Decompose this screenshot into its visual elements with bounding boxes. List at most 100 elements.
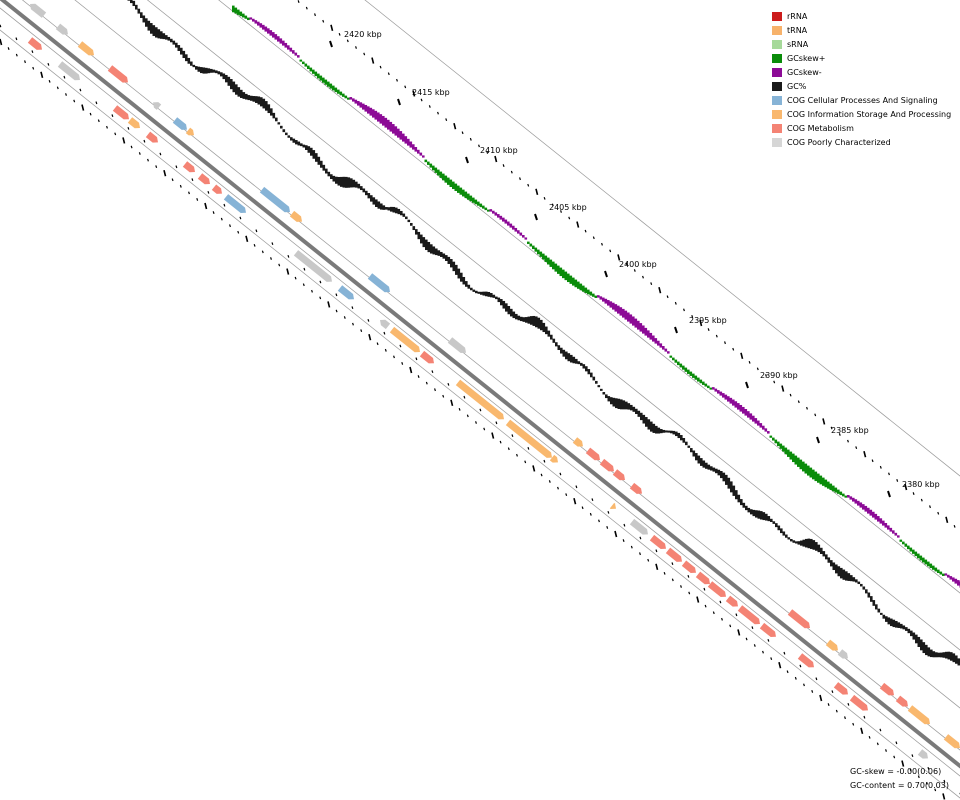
gc-skew-bar (329, 83, 333, 89)
gc-skew-bar (759, 423, 763, 428)
gc-skew-bar (819, 475, 823, 485)
backbone-line (0, 0, 960, 769)
gene-arrow (825, 639, 838, 651)
gc-bar (915, 634, 918, 644)
gc-bar (747, 507, 751, 513)
tick-mark (204, 202, 208, 210)
gc-bar (555, 342, 558, 347)
tick-mark (671, 562, 674, 565)
gc-skew-bar (614, 304, 618, 312)
gc-skew-bar (667, 351, 670, 354)
gc-skew-bar (757, 420, 760, 426)
gc-bar (850, 575, 853, 582)
gc-bar (820, 547, 823, 554)
gc-skew-bar (447, 177, 450, 185)
tick-mark (15, 37, 18, 41)
gc-skew-bar (837, 489, 840, 494)
gc-skew-bar (677, 361, 680, 366)
tick-mark (114, 132, 117, 136)
gc-skew-bar (777, 441, 780, 447)
gc-skew-bar (322, 77, 325, 83)
gc-skew-bar (707, 385, 710, 389)
gc-skew-bar (719, 391, 723, 396)
gc-bar (457, 268, 461, 279)
gc-bar (230, 79, 233, 90)
gene-arrow (737, 605, 760, 625)
gc-skew-bar (714, 388, 718, 392)
tick-mark (893, 755, 896, 759)
gc-bar (135, 4, 138, 10)
tick-mark (617, 254, 621, 261)
gene-arrow (943, 734, 960, 749)
gc-bar (140, 12, 143, 18)
tick-mark (543, 196, 546, 200)
gc-bar (740, 499, 743, 506)
gc-skew-bar (339, 91, 343, 96)
gc-bar (792, 540, 796, 543)
gc-bar (647, 419, 651, 430)
gc-skew-bar (684, 367, 688, 372)
legend-swatch (772, 11, 782, 21)
tick-mark (47, 63, 50, 66)
gc-bar (272, 112, 276, 119)
gc-skew-bar (764, 428, 768, 432)
gc-skew-bar (662, 346, 665, 350)
gene-arrow (837, 649, 848, 659)
gc-bar (650, 421, 653, 432)
tick-mark (111, 114, 114, 117)
gc-bar (527, 316, 531, 324)
gc-skew-bar (337, 89, 340, 94)
gc-bar (355, 181, 358, 188)
tick-mark (855, 446, 858, 450)
gc-skew-bar (869, 509, 873, 516)
tick-mark (360, 329, 363, 333)
tick-mark (368, 334, 372, 341)
gc-skew-bar (854, 499, 858, 504)
gc-bar (807, 538, 811, 549)
gene-arrow (57, 61, 80, 81)
gc-bar (252, 96, 256, 102)
tick-mark (420, 98, 423, 102)
gc-bar (755, 510, 758, 518)
gc-bar (142, 15, 146, 23)
tick-mark (584, 229, 587, 233)
tick-mark (904, 483, 908, 491)
gc-skew-bar (324, 79, 328, 85)
gc-skew-bar (584, 287, 588, 294)
gc-skew-bar (762, 425, 765, 430)
tick-mark (425, 381, 428, 385)
tick-mark (576, 221, 580, 228)
tick-mark (138, 152, 141, 155)
gc-bar (190, 61, 193, 66)
gc-skew-bar (712, 387, 715, 390)
tick-mark (278, 263, 281, 267)
gc-skew-bar (784, 447, 788, 455)
gene-arrow (849, 694, 868, 711)
tick-mark (767, 639, 770, 642)
gc-skew-bar (832, 485, 835, 492)
tick-mark (56, 86, 59, 90)
gc-skew-bar (839, 491, 843, 496)
gc-skew-bar (734, 401, 738, 408)
tick-mark (909, 768, 912, 772)
gc-bar (715, 468, 718, 474)
gc-bar (645, 417, 648, 427)
gc-skew-bar (702, 381, 705, 385)
gc-bar (870, 596, 873, 602)
gc-bar (800, 540, 803, 546)
gc-bar (730, 481, 733, 493)
gc-skew-bar (922, 557, 925, 563)
gc-skew-bar (824, 479, 828, 488)
gc-bar (427, 241, 431, 253)
tick-mark (797, 400, 800, 404)
gc-bar (490, 292, 493, 298)
tick-mark (748, 360, 751, 364)
tick-mark (15, 53, 18, 57)
gc-skew-bar (609, 301, 613, 308)
gene-arrow (612, 469, 625, 481)
gc-skew-bar (349, 97, 353, 100)
gc-skew-bar (354, 99, 358, 104)
gc-skew-bar (884, 522, 888, 528)
gc-bar (917, 636, 921, 647)
tick-mark (442, 394, 445, 398)
